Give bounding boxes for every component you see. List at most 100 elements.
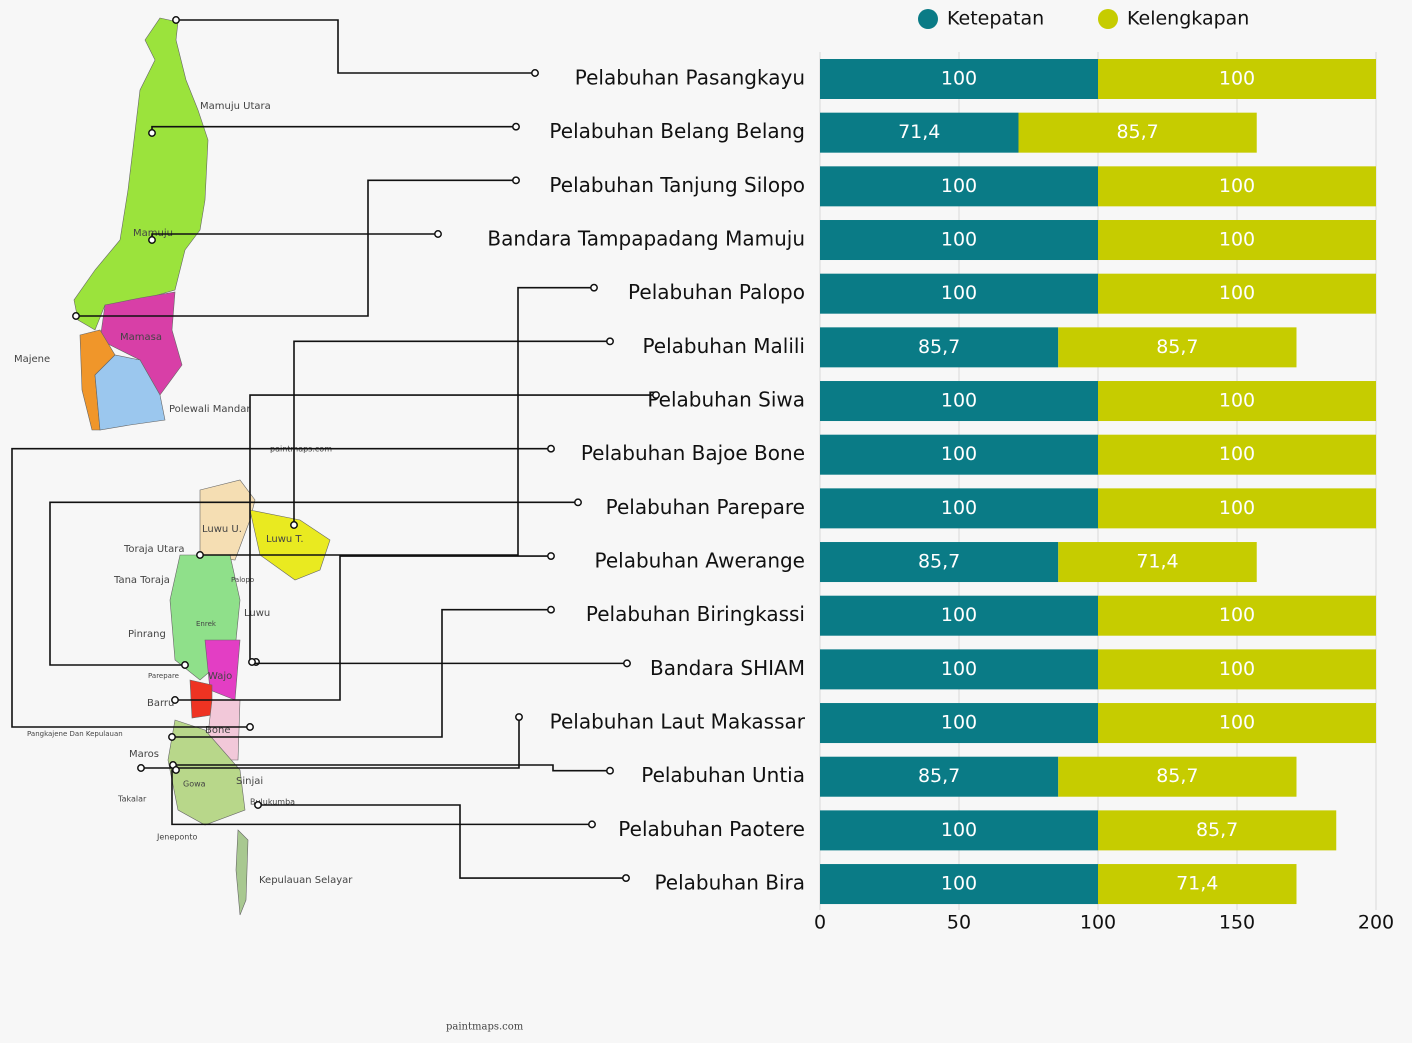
bar-segment [820,220,1098,261]
bar-segment [820,166,1098,207]
leader-dot [512,176,520,185]
category-label: Pelabuhan Biringkassi [586,602,805,626]
leader-line [176,19,535,74]
value-label: 100 [1219,497,1255,519]
map-label: Parepare [148,672,179,680]
value-label: 100 [941,175,977,197]
map-region [199,479,256,561]
map-label: Mamuju Utara [200,101,271,112]
category-label: Pelabuhan Laut Makassar [550,710,806,734]
bar-segment [820,649,1098,690]
bar-segment [820,703,1098,744]
x-tick-label: 150 [1219,912,1255,934]
bar-segment [1098,488,1376,529]
x-tick-label: 0 [814,912,826,934]
value-label: 100 [1219,175,1255,197]
bar-segment [1098,166,1376,207]
leader-dot [531,69,539,77]
bar-segment [820,381,1098,422]
leader-dot [588,820,596,829]
legend-swatch [918,9,938,29]
bar-segment [1018,112,1257,153]
category-label: Pelabuhan Malili [642,334,805,358]
value-label: 85,7 [1156,336,1198,358]
bar-segment [820,864,1098,905]
x-tick-label: 100 [1080,912,1116,934]
leader-dot [606,766,614,775]
value-label: 100 [941,873,977,895]
bar-segment [1098,59,1376,99]
leader-line [49,501,578,666]
bar-segment [1058,327,1297,368]
bar-segment [820,327,1059,368]
x-tick-label: 50 [947,912,971,934]
map-label: Pangkajene Dan Kepulauan [27,730,123,738]
map-label: Barru [147,698,174,709]
map-dot [248,658,256,666]
leader-line [258,804,626,879]
map-label: Takalar [117,795,147,804]
value-label: 100 [1219,443,1255,465]
value-label: 100 [941,282,977,304]
category-label: Pelabuhan Bira [654,871,805,895]
value-label: 100 [1219,712,1255,734]
category-label: Pelabuhan Awerange [595,549,806,573]
leader-line [172,608,551,738]
value-label: 85,7 [1196,819,1238,841]
x-tick-label: 200 [1358,912,1394,934]
value-label: 100 [941,819,977,841]
legend-label: Kelengkapan [1127,8,1249,30]
value-label: 100 [1219,282,1255,304]
map-label: Palopo [231,576,254,584]
value-label: 71,4 [1136,551,1178,573]
map-dot [172,766,180,774]
map-dot [254,801,262,809]
leader-line [11,447,551,728]
leader-line [173,764,610,772]
map-label: Wajo [208,671,232,682]
leader-dot [434,230,442,238]
value-label: 100 [1219,604,1255,626]
map-region [99,291,183,396]
map-dot [196,551,204,559]
leader-dot [574,498,582,507]
bar-segment [820,59,1098,99]
map-label: Bulukumba [250,798,295,807]
legend-swatch [1098,9,1118,29]
bar-segment [820,542,1059,583]
bar-segment [1098,864,1297,905]
leader-dot [652,391,660,399]
map-label: paintmaps.com [446,1022,524,1033]
map-dot [72,312,80,320]
value-label: 100 [941,712,977,734]
value-label: 85,7 [1156,765,1198,787]
map-label: Tana Toraja [113,575,170,586]
value-label: 85,7 [918,336,960,358]
value-label: 100 [1219,68,1255,90]
category-label: Pelabuhan Belang Belang [549,119,805,143]
map-label: Luwu [244,608,270,619]
leader-dot [590,283,598,292]
value-label: 85,7 [1116,121,1158,143]
leader-dot [547,444,555,453]
leader-line [141,717,520,769]
value-label: 85,7 [918,551,960,573]
map-label: Maros [129,749,159,760]
bar-segment [820,488,1098,529]
map-label: Luwu U. [202,524,242,535]
bar-segment [820,273,1098,314]
category-label: Bandara SHIAM [650,656,805,680]
value-label: 100 [941,443,977,465]
category-label: Pelabuhan Pasangkayu [575,66,805,90]
legend-label: Ketepatan [947,8,1044,30]
map-label: Majene [14,354,50,365]
map-dot [172,16,180,24]
leader-line [76,179,516,317]
category-label: Pelabuhan Parepare [606,495,805,519]
value-label: 85,7 [918,765,960,787]
bar-segment [1098,703,1376,744]
map-label: Gowa [183,780,206,789]
bar-segment [820,756,1059,797]
value-label: 100 [941,604,977,626]
